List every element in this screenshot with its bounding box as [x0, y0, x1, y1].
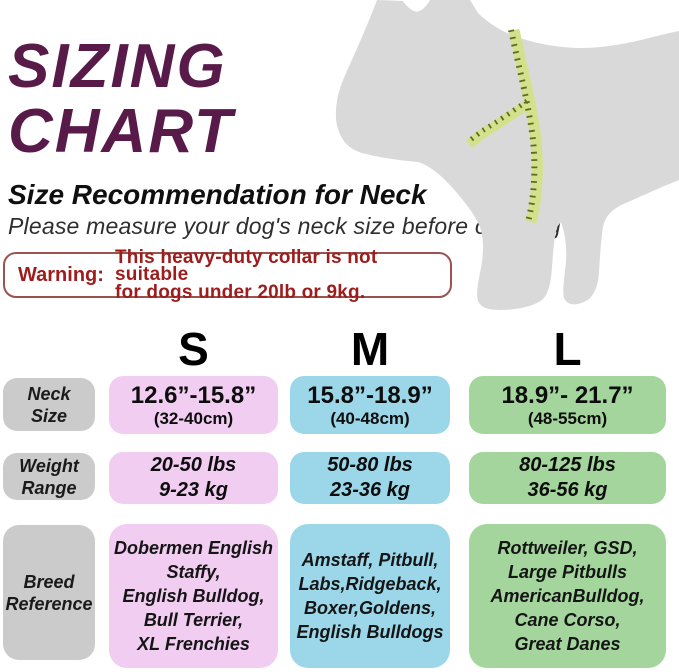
- neck-size-cell-l: 18.9”- 21.7” (48-55cm): [469, 376, 666, 434]
- warning-box: Warning: This heavy-duty collar is not s…: [3, 248, 452, 302]
- warning-label: Warning:: [18, 263, 104, 286]
- dog-silhouette-svg: [335, 0, 679, 310]
- neck-size-s-inches: 12.6”-15.8”: [130, 382, 257, 409]
- column-header-m: M: [350, 323, 390, 375]
- neck-size-l-cm: (48-55cm): [527, 409, 608, 428]
- row-label-breed-reference: Breed Reference: [3, 525, 95, 660]
- weight-range-m-text: 50-80 lbs 23-36 kg: [327, 454, 413, 501]
- neck-size-m-cm: (40-48cm): [330, 409, 410, 428]
- weight-range-l-text: 80-125 lbs 36-56 kg: [519, 454, 616, 501]
- dog-silhouette: [335, 0, 679, 310]
- dog-illustration: [330, 0, 679, 320]
- breed-reference-m-text: Amstaff, Pitbull, Labs,Ridgeback, Boxer,…: [296, 550, 444, 642]
- breed-reference-l-text: Rottweiler, GSD, Large Pitbulls American…: [490, 538, 645, 654]
- weight-range-cell-m: 50-80 lbs 23-36 kg: [290, 452, 450, 504]
- neck-size-m-inches: 15.8”-18.9”: [307, 382, 433, 409]
- measuring-tape-icon: [508, 28, 543, 224]
- page-title: SIZING CHART: [8, 32, 234, 166]
- breed-reference-cell-m: Amstaff, Pitbull, Labs,Ridgeback, Boxer,…: [290, 524, 450, 668]
- subtitle: Size Recommendation for Neck: [8, 179, 427, 210]
- row-label-neck-size-text: Neck Size: [27, 383, 71, 426]
- weight-range-s-text: 20-50 lbs 9-23 kg: [150, 454, 237, 501]
- measure-note: Please measure your dog's neck size befo…: [8, 213, 561, 239]
- row-label-weight-range: Weight Range: [3, 453, 95, 500]
- breed-reference-cell-s: Dobermen English Staffy, English Bulldog…: [109, 524, 278, 668]
- row-label-breed-reference-text: Breed Reference: [5, 571, 93, 614]
- neck-size-s-cm: (32-40cm): [153, 409, 234, 428]
- weight-range-cell-l: 80-125 lbs 36-56 kg: [469, 452, 666, 504]
- weight-range-cell-s: 20-50 lbs 9-23 kg: [109, 452, 278, 504]
- breed-reference-s-text: Dobermen English Staffy, English Bulldog…: [113, 538, 274, 654]
- neck-size-cell-m: 15.8”-18.9” (40-48cm): [290, 376, 450, 434]
- row-label-neck-size: Neck Size: [3, 378, 95, 431]
- neck-size-l-inches: 18.9”- 21.7”: [501, 382, 634, 409]
- column-header-l: L: [553, 323, 582, 375]
- column-header-s: S: [178, 323, 209, 375]
- warning-message: This heavy-duty collar is not suitable f…: [115, 246, 378, 303]
- neck-size-cell-s: 12.6”-15.8” (32-40cm): [109, 376, 278, 434]
- breed-reference-cell-l: Rottweiler, GSD, Large Pitbulls American…: [469, 524, 666, 668]
- row-label-weight-range-text: Weight Range: [19, 455, 79, 498]
